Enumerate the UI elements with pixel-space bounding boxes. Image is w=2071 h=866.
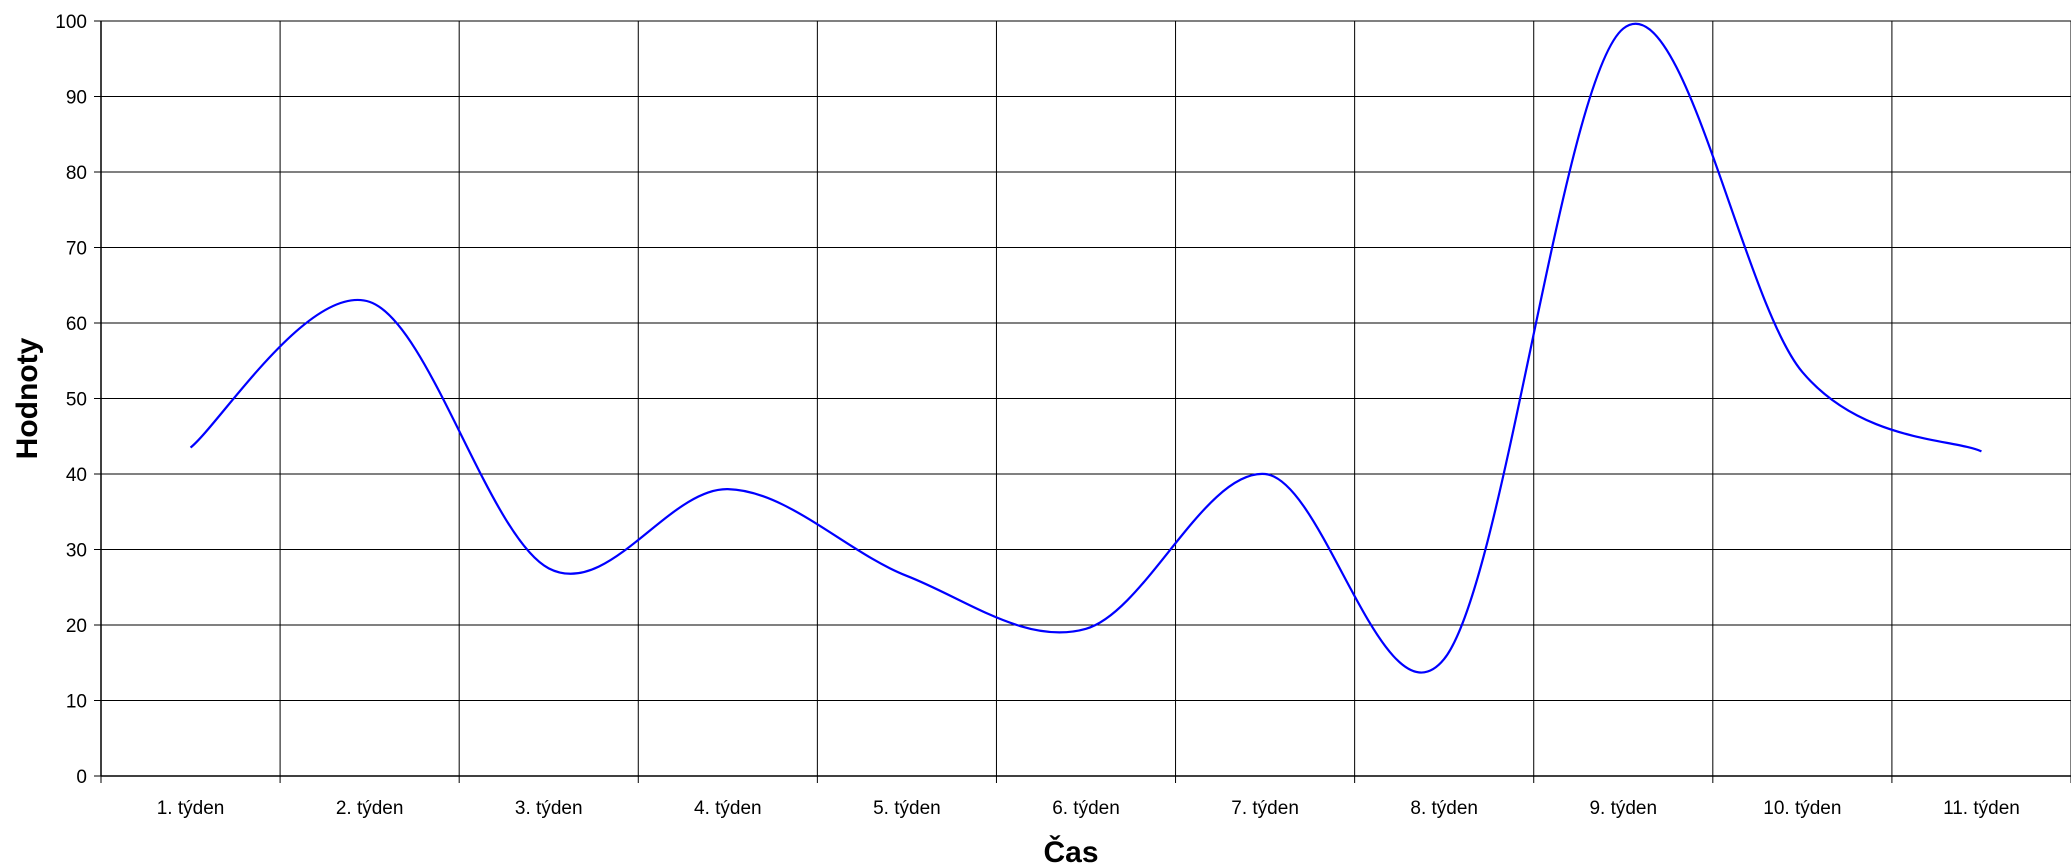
- y-tick-label: 50: [66, 390, 87, 411]
- x-tick-label: 1. týden: [157, 798, 225, 819]
- y-tick-label: 70: [66, 239, 87, 260]
- y-tick-label: 30: [66, 541, 87, 562]
- x-tick-label: 11. týden: [1943, 798, 2020, 819]
- series-line-0: [189, 22, 1982, 674]
- y-tick-label: 90: [66, 88, 87, 109]
- y-axis-title: Hodnoty: [11, 337, 44, 459]
- x-tick-label: 9. týden: [1589, 798, 1657, 819]
- x-tick-label: 10. týden: [1763, 798, 1841, 819]
- y-tick-label: 60: [66, 314, 87, 335]
- gridlines: [101, 20, 2071, 776]
- x-tick-label: 7. týden: [1231, 798, 1299, 819]
- y-tick-label: 40: [66, 465, 87, 486]
- y-tick-label: 80: [66, 163, 87, 184]
- axes: 0 10 20 30 40 50 60 70 80 90 100 1. týden 2. týden 3.…: [55, 12, 2071, 819]
- x-tick-label: 8. týden: [1410, 798, 1478, 819]
- x-tick-label: 4. týden: [694, 798, 762, 819]
- x-tick-label: 3. týden: [515, 798, 583, 819]
- series-layer: [189, 22, 1982, 674]
- x-tick-label: 2. týden: [336, 798, 404, 819]
- y-tick-label: 0: [76, 767, 87, 788]
- x-tick-label: 5. týden: [873, 798, 941, 819]
- x-axis-title: Čas: [1043, 835, 1098, 866]
- y-tick-label: 10: [66, 692, 87, 713]
- x-tick-label: 6. týden: [1052, 798, 1120, 819]
- y-tick-label: 20: [66, 616, 87, 637]
- y-tick-label: 100: [55, 12, 87, 33]
